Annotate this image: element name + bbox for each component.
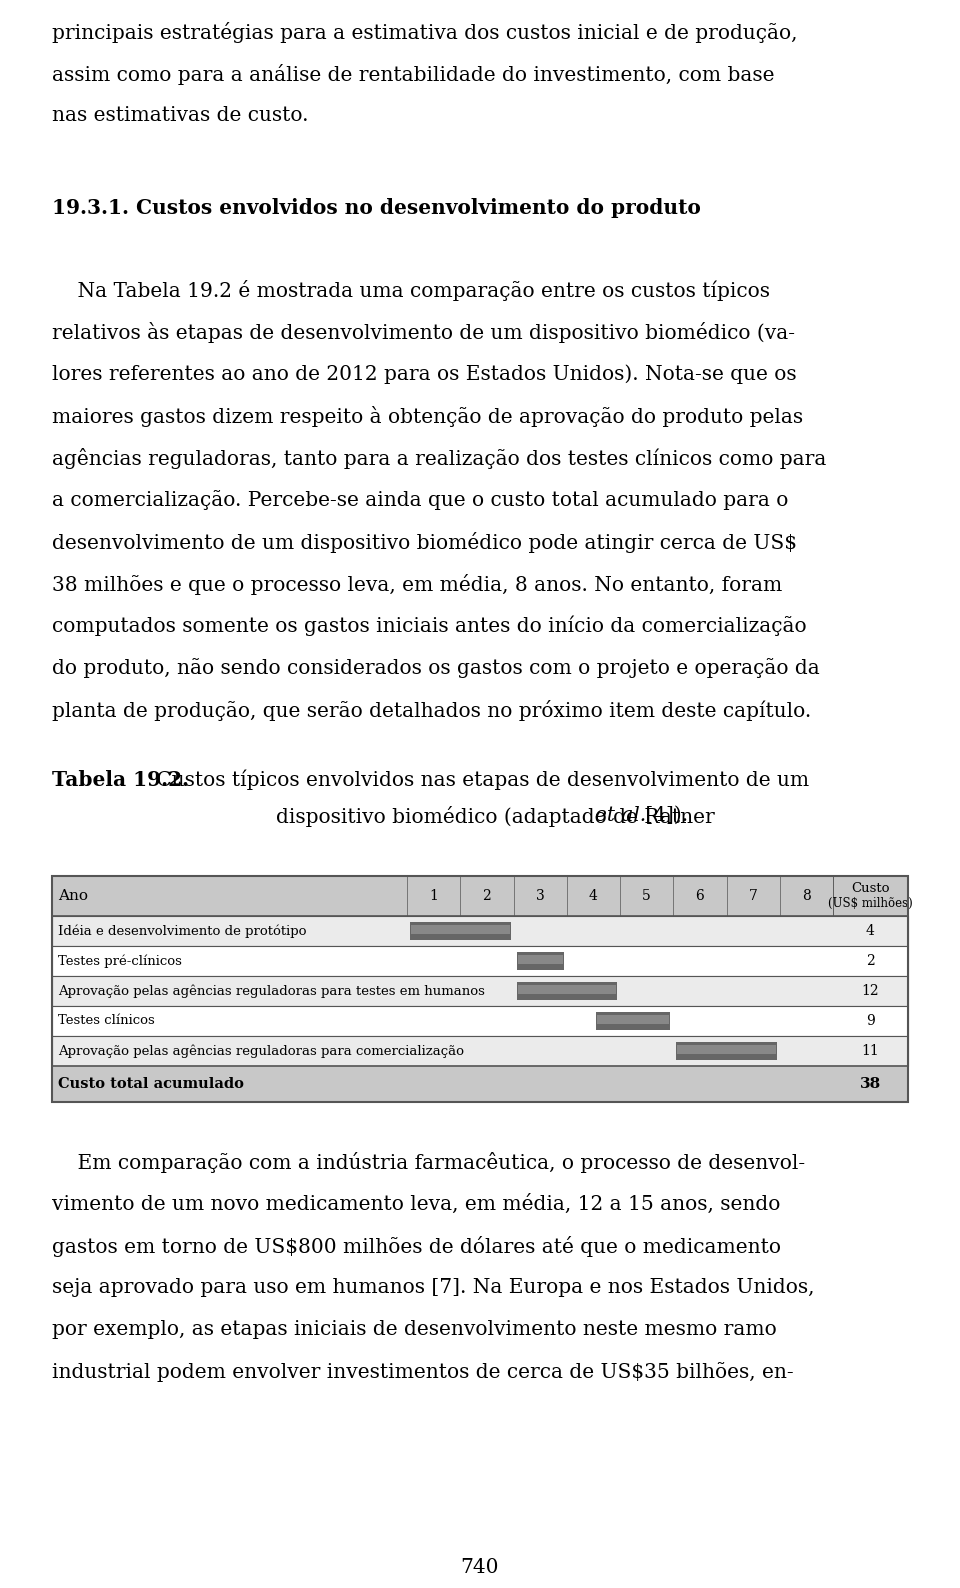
- Text: Testes pré-clínicos: Testes pré-clínicos: [58, 954, 181, 967]
- Text: seja aprovado para uso em humanos [7]. Na Europa e nos Estados Unidos,: seja aprovado para uso em humanos [7]. N…: [52, 1278, 814, 1297]
- Bar: [52, 977, 908, 1007]
- Text: 7: 7: [749, 889, 757, 904]
- Text: principais estratégias para a estimativa dos custos inicial e de produção,: principais estratégias para a estimativa…: [52, 22, 798, 43]
- Text: et al.: et al.: [595, 807, 646, 826]
- Bar: [517, 985, 616, 994]
- Text: 38 milhões e que o processo leva, em média, 8 anos. No entanto, foram: 38 milhões e que o processo leva, em méd…: [52, 573, 782, 596]
- Text: 3: 3: [536, 889, 544, 904]
- Bar: [516, 953, 564, 970]
- Text: maiores gastos dizem respeito à obtenção de aprovação do produto pelas: maiores gastos dizem respeito à obtenção…: [52, 407, 804, 427]
- Bar: [596, 1012, 670, 1029]
- Text: a comercialização. Percebe-se ainda que o custo total acumulado para o: a comercialização. Percebe-se ainda que …: [52, 491, 788, 510]
- Bar: [677, 1045, 776, 1053]
- Text: Custos típicos envolvidos nas etapas de desenvolvimento de um: Custos típicos envolvidos nas etapas de …: [150, 770, 809, 791]
- Text: Idéia e desenvolvimento de protótipo: Idéia e desenvolvimento de protótipo: [58, 924, 306, 939]
- Text: 9: 9: [866, 1015, 875, 1027]
- Text: lores referentes ao ano de 2012 para os Estados Unidos). Nota-se que os: lores referentes ao ano de 2012 para os …: [52, 364, 797, 384]
- Text: 12: 12: [862, 985, 879, 997]
- Text: 38: 38: [860, 1077, 881, 1091]
- Bar: [410, 923, 511, 940]
- Text: Em comparação com a indústria farmacêutica, o processo de desenvol-: Em comparação com a indústria farmacêuti…: [52, 1151, 805, 1174]
- Text: 1: 1: [429, 889, 438, 904]
- Bar: [597, 1015, 669, 1024]
- Bar: [411, 924, 510, 934]
- Text: planta de produção, que serão detalhados no próximo item deste capítulo.: planta de produção, que serão detalhados…: [52, 700, 811, 721]
- Text: Custo total acumulado: Custo total acumulado: [58, 1077, 244, 1091]
- Text: desenvolvimento de um dispositivo biomédico pode atingir cerca de US$: desenvolvimento de um dispositivo bioméd…: [52, 532, 797, 553]
- Bar: [52, 877, 908, 1102]
- Text: 19.3.1. Custos envolvidos no desenvolvimento do produto: 19.3.1. Custos envolvidos no desenvolvim…: [52, 198, 701, 218]
- Text: Custo: Custo: [852, 881, 890, 894]
- Text: 2: 2: [483, 889, 492, 904]
- Text: vimento de um novo medicamento leva, em média, 12 a 15 anos, sendo: vimento de um novo medicamento leva, em …: [52, 1194, 780, 1215]
- Text: do produto, não sendo considerados os gastos com o projeto e operação da: do produto, não sendo considerados os ga…: [52, 657, 820, 678]
- Bar: [52, 1066, 908, 1102]
- Text: 2: 2: [866, 954, 875, 969]
- Text: Na Tabela 19.2 é mostrada uma comparação entre os custos típicos: Na Tabela 19.2 é mostrada uma comparação…: [52, 279, 770, 302]
- Bar: [517, 954, 563, 964]
- Text: 740: 740: [461, 1558, 499, 1577]
- Text: dispositivo biomédico (adaptado de Ratner: dispositivo biomédico (adaptado de Ratne…: [276, 807, 721, 827]
- Text: nas estimativas de custo.: nas estimativas de custo.: [52, 106, 308, 125]
- Text: 4: 4: [588, 889, 598, 904]
- Bar: [52, 916, 908, 946]
- Text: (US$ milhões): (US$ milhões): [828, 897, 913, 910]
- Text: assim como para a análise de rentabilidade do investimento, com base: assim como para a análise de rentabilida…: [52, 64, 775, 86]
- Text: agências reguladoras, tanto para a realização dos testes clínicos como para: agências reguladoras, tanto para a reali…: [52, 448, 827, 468]
- Text: 4: 4: [866, 924, 875, 939]
- Text: por exemplo, as etapas iniciais de desenvolvimento neste mesmo ramo: por exemplo, as etapas iniciais de desen…: [52, 1320, 777, 1339]
- Text: Testes clínicos: Testes clínicos: [58, 1015, 155, 1027]
- Bar: [516, 983, 617, 1000]
- Text: computados somente os gastos iniciais antes do início da comercialização: computados somente os gastos iniciais an…: [52, 616, 806, 637]
- Bar: [52, 946, 908, 977]
- Text: 5: 5: [642, 889, 651, 904]
- Text: relativos às etapas de desenvolvimento de um dispositivo biomédico (va-: relativos às etapas de desenvolvimento d…: [52, 322, 795, 343]
- Bar: [676, 1042, 777, 1059]
- Text: 6: 6: [695, 889, 705, 904]
- Bar: [52, 1035, 908, 1066]
- Text: 11: 11: [862, 1043, 879, 1058]
- Text: 8: 8: [802, 889, 811, 904]
- Text: Ano: Ano: [58, 889, 88, 904]
- Text: Tabela 19.2.: Tabela 19.2.: [52, 770, 189, 789]
- Bar: [52, 877, 908, 916]
- Text: industrial podem envolver investimentos de cerca de US$35 bilhões, en-: industrial podem envolver investimentos …: [52, 1363, 794, 1382]
- Text: Aprovação pelas agências reguladoras para testes em humanos: Aprovação pelas agências reguladoras par…: [58, 985, 485, 997]
- Bar: [52, 1007, 908, 1035]
- Text: Aprovação pelas agências reguladoras para comercialização: Aprovação pelas agências reguladoras par…: [58, 1045, 464, 1058]
- Text: gastos em torno de US$800 milhões de dólares até que o medicamento: gastos em torno de US$800 milhões de dól…: [52, 1235, 781, 1258]
- Text: [4]).: [4]).: [638, 807, 687, 826]
